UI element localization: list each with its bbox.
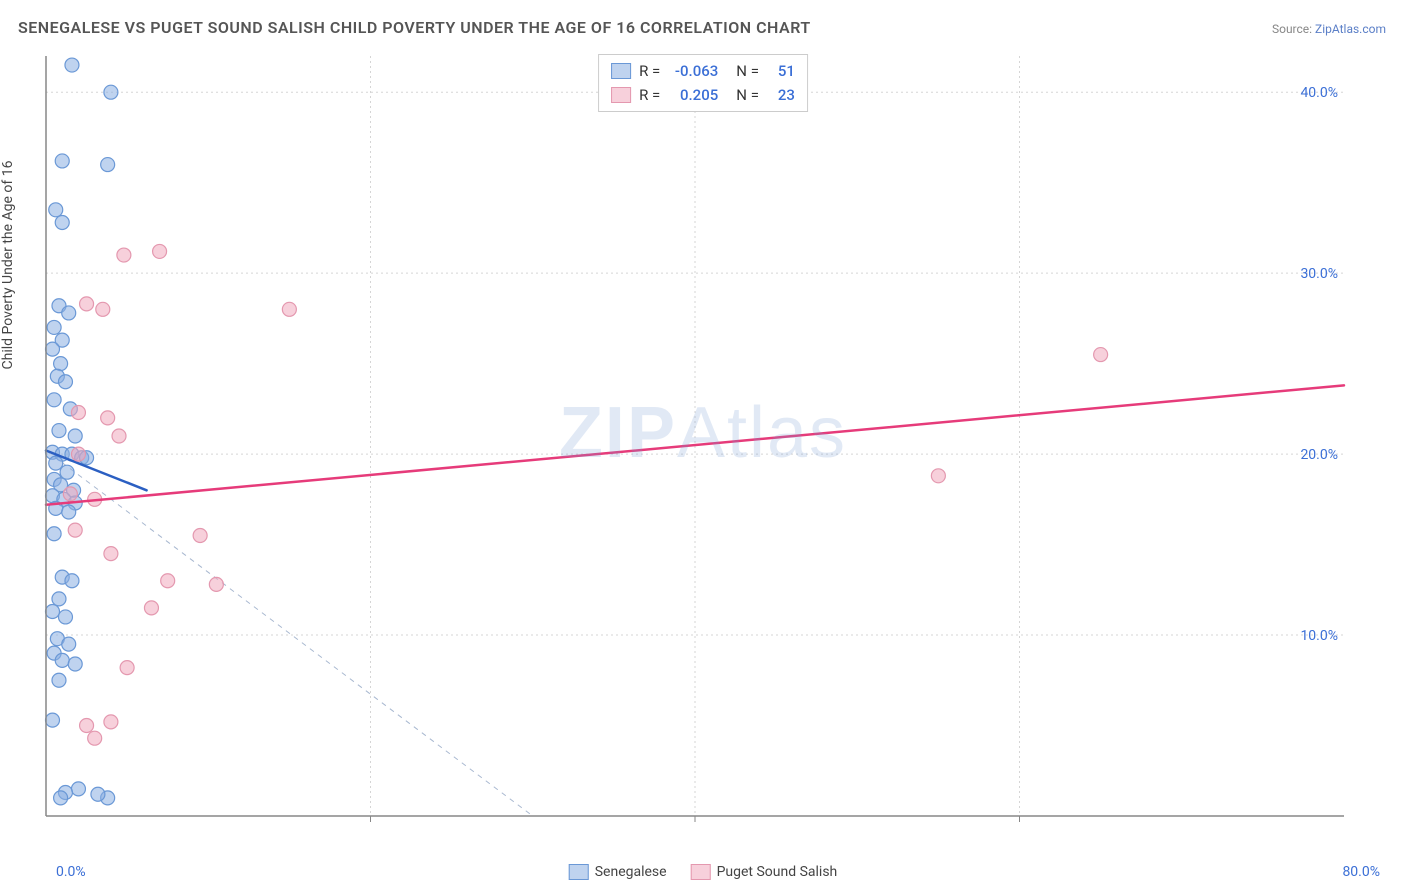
data-point <box>101 411 115 425</box>
data-point <box>71 405 85 419</box>
y-tick-label: 40.0% <box>1300 85 1338 101</box>
legend-swatch <box>569 864 589 880</box>
data-point <box>47 320 61 334</box>
y-tick-label: 20.0% <box>1300 447 1338 463</box>
data-point <box>80 297 94 311</box>
data-point <box>96 302 110 316</box>
legend-swatch <box>611 87 631 103</box>
legend-stats: R = -0.063 N = 51 R = 0.205 N = 23 <box>598 54 808 112</box>
data-point <box>60 465 74 479</box>
y-axis-label: Child Poverty Under the Age of 16 <box>0 161 16 370</box>
r-label: R = <box>639 59 660 83</box>
data-point <box>52 673 66 687</box>
legend-stats-row: R = -0.063 N = 51 <box>611 59 795 83</box>
data-point <box>52 592 66 606</box>
y-tick-label: 30.0% <box>1300 266 1338 282</box>
data-point <box>65 574 79 588</box>
legend-series-label: Senegalese <box>595 864 667 880</box>
data-point <box>88 731 102 745</box>
data-point <box>55 154 69 168</box>
data-point <box>117 248 131 262</box>
data-point <box>101 158 115 172</box>
data-point <box>47 393 61 407</box>
data-point <box>104 85 118 99</box>
data-point <box>209 577 223 591</box>
data-point <box>49 203 63 217</box>
data-point <box>63 487 77 501</box>
data-point <box>65 58 79 72</box>
data-point <box>931 469 945 483</box>
data-point <box>58 610 72 624</box>
data-point <box>55 653 69 667</box>
data-point <box>45 605 59 619</box>
data-point <box>104 547 118 561</box>
data-point <box>1094 348 1108 362</box>
data-point <box>47 527 61 541</box>
data-point <box>80 719 94 733</box>
x-axis-start-label: 0.0% <box>56 864 86 880</box>
scatter-chart: 10.0% 20.0% 30.0% 40.0% <box>18 50 1358 840</box>
chart-title: SENEGALESE VS PUGET SOUND SALISH CHILD P… <box>18 18 811 37</box>
data-point <box>104 715 118 729</box>
legend-series-item: Puget Sound Salish <box>691 864 838 880</box>
r-value: 0.205 <box>668 83 718 107</box>
source-link[interactable]: ZipAtlas.com <box>1315 22 1386 36</box>
data-point <box>68 657 82 671</box>
source-prefix: Source: <box>1272 22 1315 36</box>
legend-series-label: Puget Sound Salish <box>717 864 838 880</box>
r-value: -0.063 <box>668 59 718 83</box>
data-point <box>55 215 69 229</box>
data-point <box>68 523 82 537</box>
data-point <box>49 456 63 470</box>
data-point <box>193 529 207 543</box>
data-point <box>112 429 126 443</box>
data-point <box>161 574 175 588</box>
data-point <box>282 302 296 316</box>
data-point <box>54 357 68 371</box>
x-axis-end-label: 80.0% <box>1342 864 1380 880</box>
legend-series-item: Senegalese <box>569 864 667 880</box>
legend-series: Senegalese Puget Sound Salish <box>569 864 838 880</box>
y-tick-label: 10.0% <box>1300 628 1338 644</box>
data-point <box>91 787 105 801</box>
data-point <box>144 601 158 615</box>
n-value: 51 <box>767 59 795 83</box>
legend-swatch <box>611 63 631 79</box>
data-point <box>68 429 82 443</box>
data-point <box>45 713 59 727</box>
data-point <box>58 375 72 389</box>
legend-stats-row: R = 0.205 N = 23 <box>611 83 795 107</box>
data-point <box>54 791 68 805</box>
data-point <box>71 447 85 461</box>
n-label: N = <box>736 83 759 107</box>
chart-container: Child Poverty Under the Age of 16 10.0%2… <box>18 50 1388 882</box>
data-point <box>52 424 66 438</box>
data-point <box>45 342 59 356</box>
legend-swatch <box>691 864 711 880</box>
n-label: N = <box>736 59 759 83</box>
source-attribution: Source: ZipAtlas.com <box>1272 22 1386 36</box>
data-point <box>62 637 76 651</box>
data-point <box>62 306 76 320</box>
data-point <box>153 244 167 258</box>
data-point <box>62 505 76 519</box>
r-label: R = <box>639 83 660 107</box>
n-value: 23 <box>767 83 795 107</box>
data-point <box>120 661 134 675</box>
data-point <box>71 782 85 796</box>
